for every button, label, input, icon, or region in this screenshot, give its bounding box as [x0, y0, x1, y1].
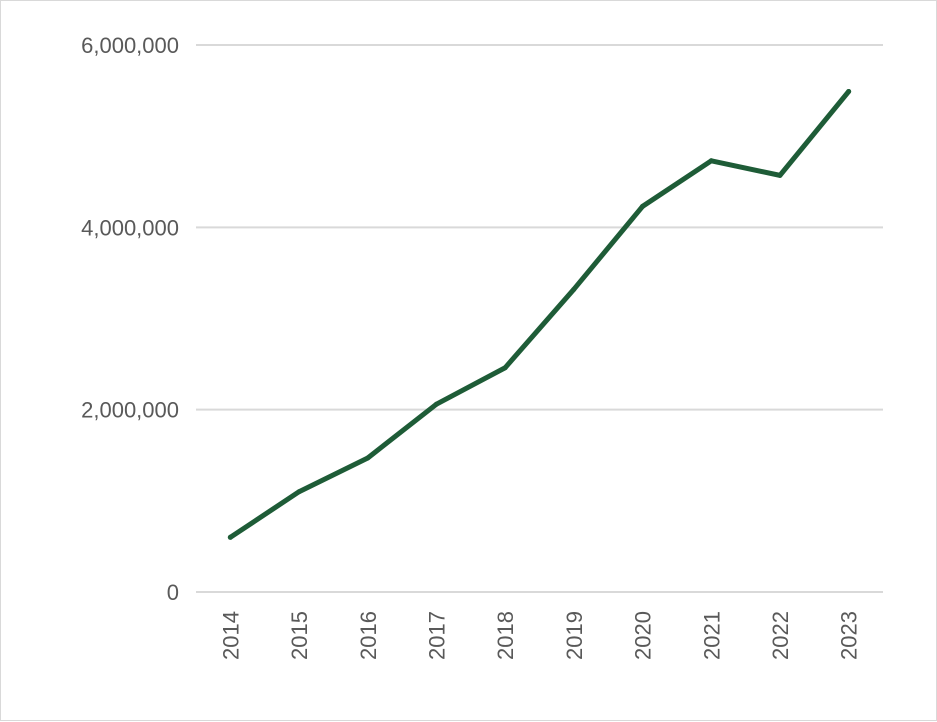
series-line-0: [227, 88, 852, 540]
data-point: [502, 365, 508, 371]
x-tick-label: 2017: [424, 611, 449, 660]
x-tick-label: 2022: [768, 611, 793, 660]
x-tick-label: 2023: [837, 611, 862, 660]
y-tick-label: 2,000,000: [81, 398, 179, 423]
x-tick-label: 2021: [699, 611, 724, 660]
series-group: [227, 88, 852, 540]
x-tick-label: 2014: [218, 611, 243, 660]
data-point: [708, 158, 714, 164]
x-axis: 2014 2015 2016 2017 2018 2019 2020 2021 2022 2023: [218, 611, 861, 660]
y-tick-label: 6,000,000: [81, 33, 179, 58]
y-tick-label: 0: [167, 580, 179, 605]
x-tick-label: 2019: [562, 611, 587, 660]
data-point: [571, 286, 577, 292]
gridlines: [196, 44, 883, 593]
y-axis: 0 2,000,000 4,000,000 6,000,000: [81, 33, 179, 605]
data-point: [296, 489, 302, 495]
y-tick-label: 4,000,000: [81, 215, 179, 240]
data-point: [640, 203, 646, 209]
data-point: [433, 401, 439, 407]
data-point: [227, 534, 233, 540]
x-tick-label: 2018: [493, 611, 518, 660]
data-point: [777, 172, 783, 178]
x-tick-label: 2016: [356, 611, 381, 660]
x-tick-label: 2015: [287, 611, 312, 660]
x-tick-label: 2020: [631, 611, 656, 660]
data-point: [846, 88, 852, 94]
data-point: [365, 455, 371, 461]
